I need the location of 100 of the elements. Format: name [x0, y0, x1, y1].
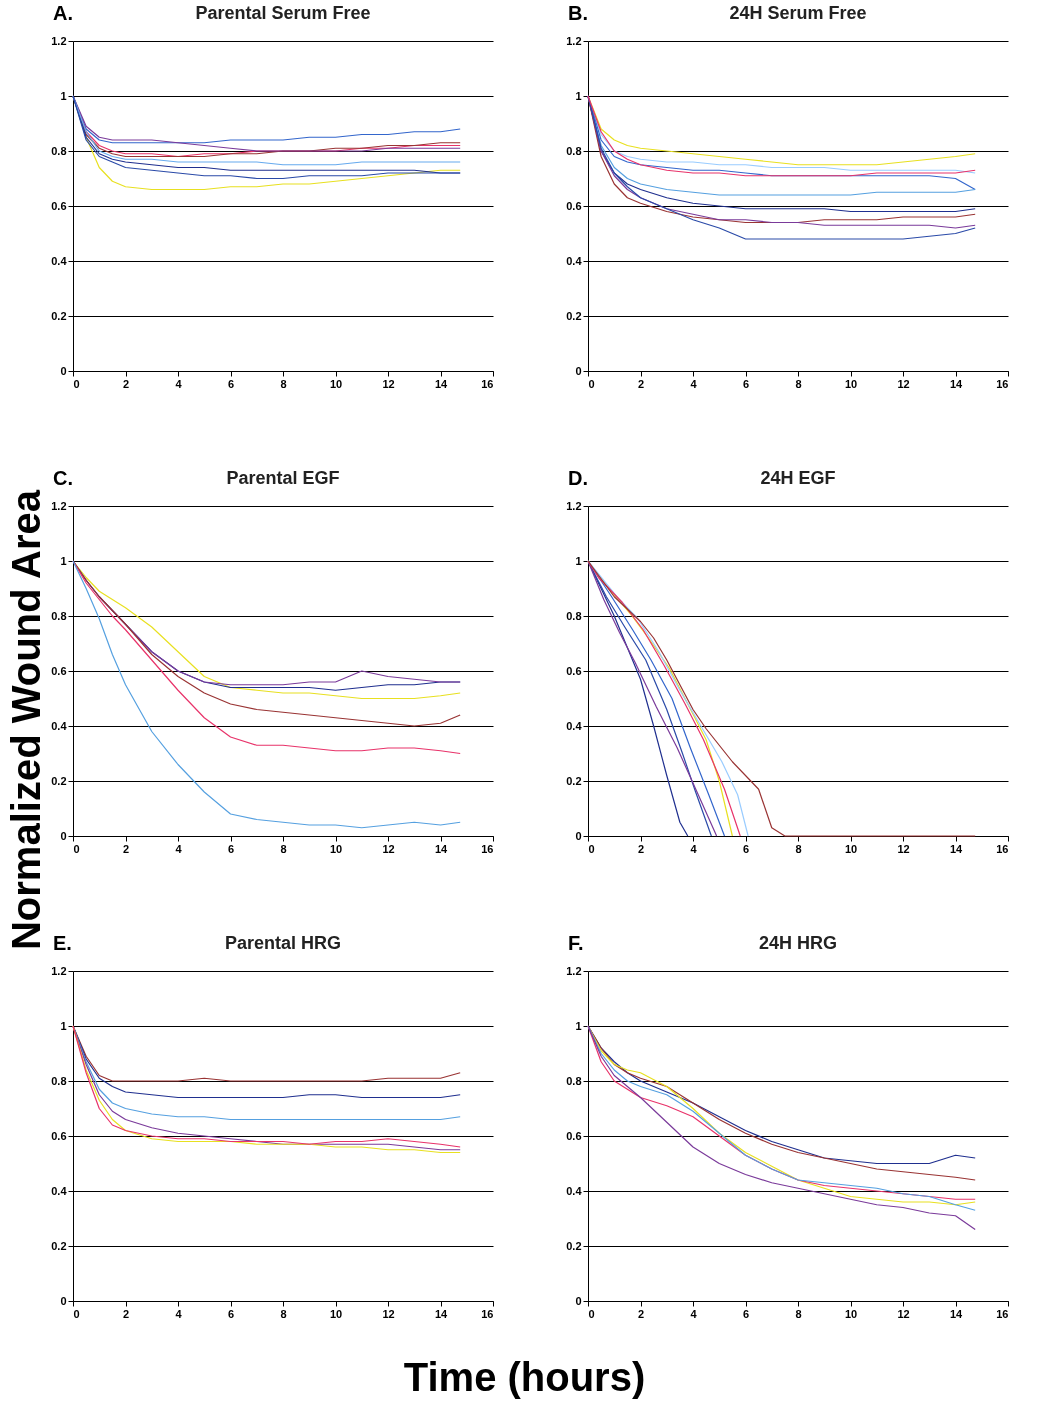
y-tick-label: 0.6: [51, 1129, 67, 1142]
x-tick-label: 8: [795, 842, 802, 855]
text: F.: [568, 932, 584, 955]
x-tick-label: 6: [227, 377, 235, 390]
x-tick-label: 12: [897, 377, 910, 390]
x-tick-label: 4: [175, 377, 183, 390]
x-tick-label: 14: [434, 377, 448, 390]
y-tick-label: 1.2: [566, 964, 582, 977]
y-tick-label: 0.4: [51, 1184, 68, 1197]
y-tick-label: 1.2: [51, 34, 67, 47]
x-tick-label: 2: [122, 1307, 130, 1320]
x-axis-title: Time (hours): [402, 1355, 647, 1400]
y-tick-label: 0: [575, 829, 582, 842]
y-tick-label: 0.6: [51, 664, 67, 677]
text: B.: [568, 2, 588, 25]
y-tick-label: 1: [575, 554, 582, 567]
x-tick-label: 12: [382, 842, 395, 855]
x-tick-label: 6: [742, 377, 750, 390]
x-tick-label: 12: [897, 842, 910, 855]
y-tick-label: 0.6: [566, 1129, 582, 1142]
x-tick-label: 2: [637, 377, 645, 390]
y-tick-label: 1.2: [566, 499, 582, 512]
y-tick-label: 1.2: [51, 499, 67, 512]
x-tick-label: 6: [742, 842, 750, 855]
y-tick-label: 0.8: [566, 1074, 582, 1087]
chart-title: 24H HRG: [758, 933, 838, 953]
y-tick-label: 0.2: [566, 309, 582, 322]
y-tick-label: 1.2: [51, 964, 67, 977]
x-tick-label: 2: [122, 842, 130, 855]
x-tick-label: 8: [280, 1307, 287, 1320]
chart-title: 24H Serum Free: [729, 3, 867, 23]
y-tick-label: 0.4: [51, 719, 68, 732]
y-tick-label: 0.2: [51, 309, 67, 322]
x-tick-label: 0: [73, 377, 80, 390]
x-tick-label: 4: [690, 377, 698, 390]
x-tick-label: 16: [481, 1307, 494, 1320]
x-tick-label: 10: [329, 842, 343, 855]
chart-title: 24H EGF: [760, 468, 836, 488]
x-tick-label: 10: [844, 1307, 858, 1320]
x-tick-label: 4: [175, 842, 183, 855]
x-tick-label: 16: [996, 842, 1009, 855]
x-tick-label: 8: [280, 377, 287, 390]
x-tick-label: 4: [690, 1307, 698, 1320]
y-tick-label: 0: [60, 364, 67, 377]
x-tick-label: 2: [637, 842, 645, 855]
y-tick-label: 0.8: [51, 1074, 67, 1087]
x-tick-label: 10: [329, 1307, 343, 1320]
x-tick-label: 2: [637, 1307, 645, 1320]
text: A.: [53, 2, 73, 25]
y-tick-label: 1: [575, 89, 582, 102]
x-tick-label: 16: [481, 377, 494, 390]
x-tick-label: 14: [949, 377, 963, 390]
y-tick-label: 1: [60, 1019, 67, 1032]
x-tick-label: 6: [227, 842, 235, 855]
y-tick-label: 0: [575, 364, 582, 377]
text: D.: [568, 467, 588, 490]
x-tick-label: 8: [795, 377, 802, 390]
x-tick-label: 14: [949, 842, 963, 855]
x-tick-label: 8: [280, 842, 287, 855]
x-tick-label: 10: [329, 377, 343, 390]
y-tick-label: 0.4: [51, 254, 68, 267]
y-tick-label: 0.6: [566, 664, 582, 677]
x-tick-label: 4: [175, 1307, 183, 1320]
x-tick-label: 14: [949, 1307, 963, 1320]
y-tick-label: 0: [60, 829, 67, 842]
x-tick-label: 8: [795, 1307, 802, 1320]
y-tick-label: 0.4: [566, 719, 583, 732]
x-tick-label: 12: [897, 1307, 910, 1320]
x-tick-label: 4: [690, 842, 698, 855]
y-tick-label: 0.4: [566, 254, 583, 267]
y-tick-label: 1: [60, 89, 67, 102]
y-tick-label: 0: [60, 1294, 67, 1307]
text: C.: [53, 467, 73, 490]
y-axis-title: Normalized Wound Area: [3, 489, 49, 951]
y-tick-label: 0.6: [51, 199, 67, 212]
y-tick-label: 0.2: [566, 1239, 582, 1252]
x-tick-label: 14: [434, 1307, 448, 1320]
x-tick-label: 0: [588, 842, 595, 855]
y-tick-label: 0.2: [51, 774, 67, 787]
y-tick-label: 0.4: [566, 1184, 583, 1197]
y-tick-label: 0.2: [566, 774, 582, 787]
x-tick-label: 10: [844, 377, 858, 390]
x-tick-label: 14: [434, 842, 448, 855]
y-tick-label: 0.8: [566, 609, 582, 622]
y-tick-label: 1.2: [566, 34, 582, 47]
x-tick-label: 12: [382, 377, 395, 390]
y-tick-label: 0.8: [566, 144, 582, 157]
y-tick-label: 1: [575, 1019, 582, 1032]
x-tick-label: 12: [382, 1307, 395, 1320]
chart-title: Parental EGF: [226, 468, 340, 488]
y-tick-label: 0.8: [51, 609, 67, 622]
text: E.: [53, 932, 72, 955]
x-tick-label: 0: [588, 1307, 595, 1320]
y-tick-label: 0: [575, 1294, 582, 1307]
y-tick-label: 0.6: [566, 199, 582, 212]
x-tick-label: 0: [588, 377, 595, 390]
x-tick-label: 16: [996, 377, 1009, 390]
x-tick-label: 6: [742, 1307, 750, 1320]
y-tick-label: 0.2: [51, 1239, 67, 1252]
chart-title: Parental HRG: [224, 933, 342, 953]
